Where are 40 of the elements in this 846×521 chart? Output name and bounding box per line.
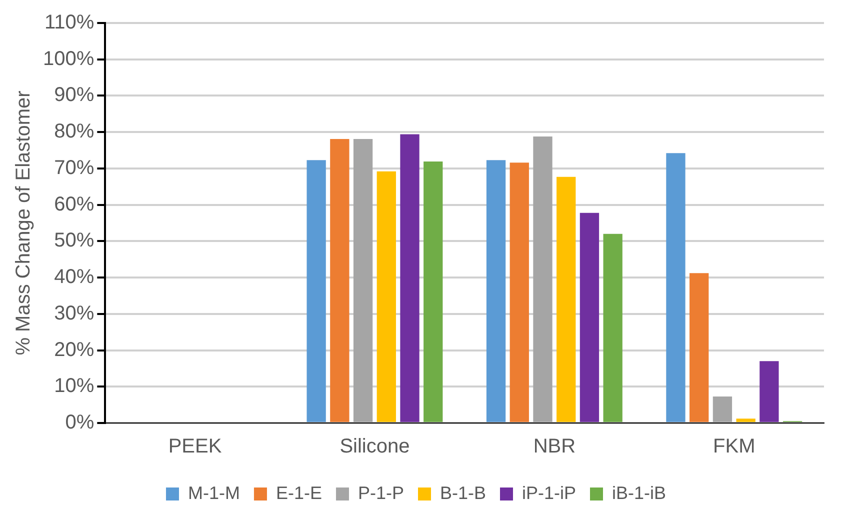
- legend-label: E-1-E: [276, 482, 322, 503]
- bar: [580, 212, 600, 422]
- bar: [712, 396, 732, 422]
- y-tick-label: 60%: [54, 193, 94, 216]
- bar: [376, 171, 396, 422]
- legend-label: B-1-B: [440, 482, 486, 503]
- y-tick-label: 50%: [54, 230, 94, 252]
- bar: [533, 136, 552, 422]
- bar: [556, 176, 576, 422]
- bar: [353, 139, 373, 422]
- bar: [330, 139, 350, 422]
- bar: [666, 153, 686, 422]
- y-tick-label: 10%: [54, 375, 94, 398]
- bar: [736, 418, 756, 422]
- bar: [486, 160, 506, 422]
- bar: [306, 160, 326, 422]
- y-tick-label: 110%: [44, 12, 94, 34]
- y-tick-label: 30%: [54, 302, 94, 324]
- bar: [690, 273, 709, 422]
- y-tick-label: 20%: [54, 338, 94, 361]
- y-tick-label: 0%: [65, 412, 94, 434]
- x-tick-label: Silicone: [340, 436, 410, 458]
- y-tick-label: 40%: [54, 266, 94, 288]
- y-axis-title: % Mass Change of Elastomer: [12, 90, 35, 356]
- legend-label: P-1-P: [358, 482, 404, 503]
- bar: [603, 234, 622, 422]
- legend-label: iP-1-iP: [522, 482, 576, 503]
- y-tick-label: 90%: [54, 84, 94, 106]
- legend-label: M-1-M: [188, 482, 240, 503]
- y-tick-label: 100%: [42, 48, 94, 70]
- y-tick-label: 80%: [54, 120, 94, 143]
- x-tick-label: PEEK: [168, 436, 222, 458]
- legend-label: iB-1-iB: [612, 482, 666, 503]
- bar: [424, 162, 443, 422]
- bar: [760, 361, 779, 422]
- bar: [400, 134, 420, 422]
- x-tick-label: FKM: [713, 436, 756, 458]
- bar: [510, 162, 529, 422]
- x-tick-label: NBR: [533, 436, 576, 458]
- y-tick-label: 70%: [54, 156, 94, 179]
